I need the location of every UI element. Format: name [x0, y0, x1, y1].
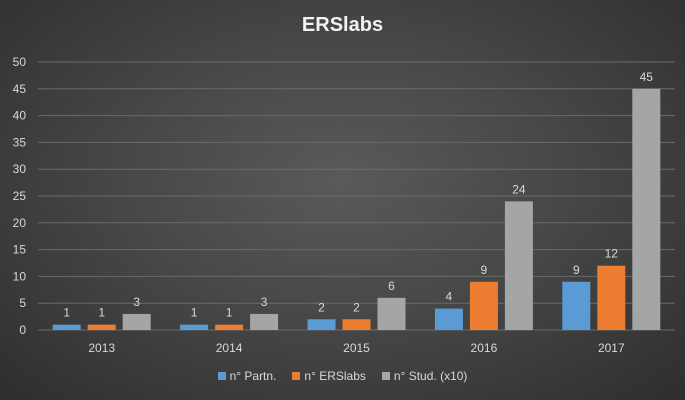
bar — [250, 313, 279, 330]
y-tick-label: 50 — [13, 55, 27, 69]
bar — [87, 324, 116, 330]
legend-label: n° Stud. (x10) — [393, 369, 468, 383]
y-tick-label: 25 — [13, 189, 27, 203]
y-tick-label: 40 — [13, 109, 27, 123]
x-tick-label: 2014 — [216, 341, 243, 355]
data-label: 2 — [318, 300, 325, 314]
data-label: 1 — [191, 306, 198, 320]
data-label: 1 — [98, 306, 105, 320]
bar — [632, 88, 661, 330]
bar — [180, 324, 209, 330]
bar — [215, 324, 244, 330]
data-label: 9 — [573, 263, 580, 277]
data-label: 24 — [512, 182, 526, 196]
legend-label: n° ERSlabs — [304, 369, 366, 383]
data-label: 1 — [63, 306, 70, 320]
legend-item: n° ERSlabs — [292, 369, 366, 383]
data-label: 3 — [261, 295, 268, 309]
data-label: 45 — [640, 70, 654, 84]
y-tick-label: 10 — [13, 269, 27, 283]
y-tick-label: 0 — [19, 323, 26, 337]
data-label: 3 — [133, 295, 140, 309]
bar — [377, 297, 406, 330]
legend-item: n° Partn. — [217, 369, 277, 383]
y-tick-label: 5 — [19, 296, 26, 310]
data-label: 6 — [388, 279, 395, 293]
bar — [562, 281, 591, 330]
legend-swatch — [217, 372, 226, 380]
y-tick-label: 20 — [13, 216, 27, 230]
x-tick-label: 2017 — [598, 341, 625, 355]
data-label: 2 — [353, 300, 360, 314]
data-label: 12 — [605, 247, 619, 261]
y-tick-label: 15 — [13, 243, 27, 257]
chart-title: ERSlabs — [301, 14, 384, 36]
legend-swatch — [381, 372, 390, 380]
x-tick-label: 2013 — [88, 341, 115, 355]
x-tick-label: 2016 — [471, 341, 498, 355]
legend-label: n° Partn. — [229, 369, 277, 383]
bar — [504, 201, 533, 330]
bar — [434, 308, 463, 330]
data-label: 1 — [226, 306, 233, 320]
y-tick-label: 35 — [13, 135, 27, 149]
x-tick-label: 2015 — [343, 341, 370, 355]
data-label: 9 — [481, 263, 488, 277]
legend-item: n° Stud. (x10) — [381, 369, 468, 383]
bar — [122, 313, 151, 330]
chart-legend: n° Partn. n° ERSlabs n° Stud. (x10) — [0, 369, 685, 383]
bar — [469, 281, 498, 330]
data-label: 4 — [446, 290, 453, 304]
bar — [597, 265, 626, 330]
y-tick-label: 30 — [13, 162, 27, 176]
bar — [52, 324, 81, 330]
legend-swatch — [292, 372, 301, 380]
bar — [342, 319, 371, 330]
bar — [307, 319, 336, 330]
y-tick-label: 45 — [13, 82, 27, 96]
